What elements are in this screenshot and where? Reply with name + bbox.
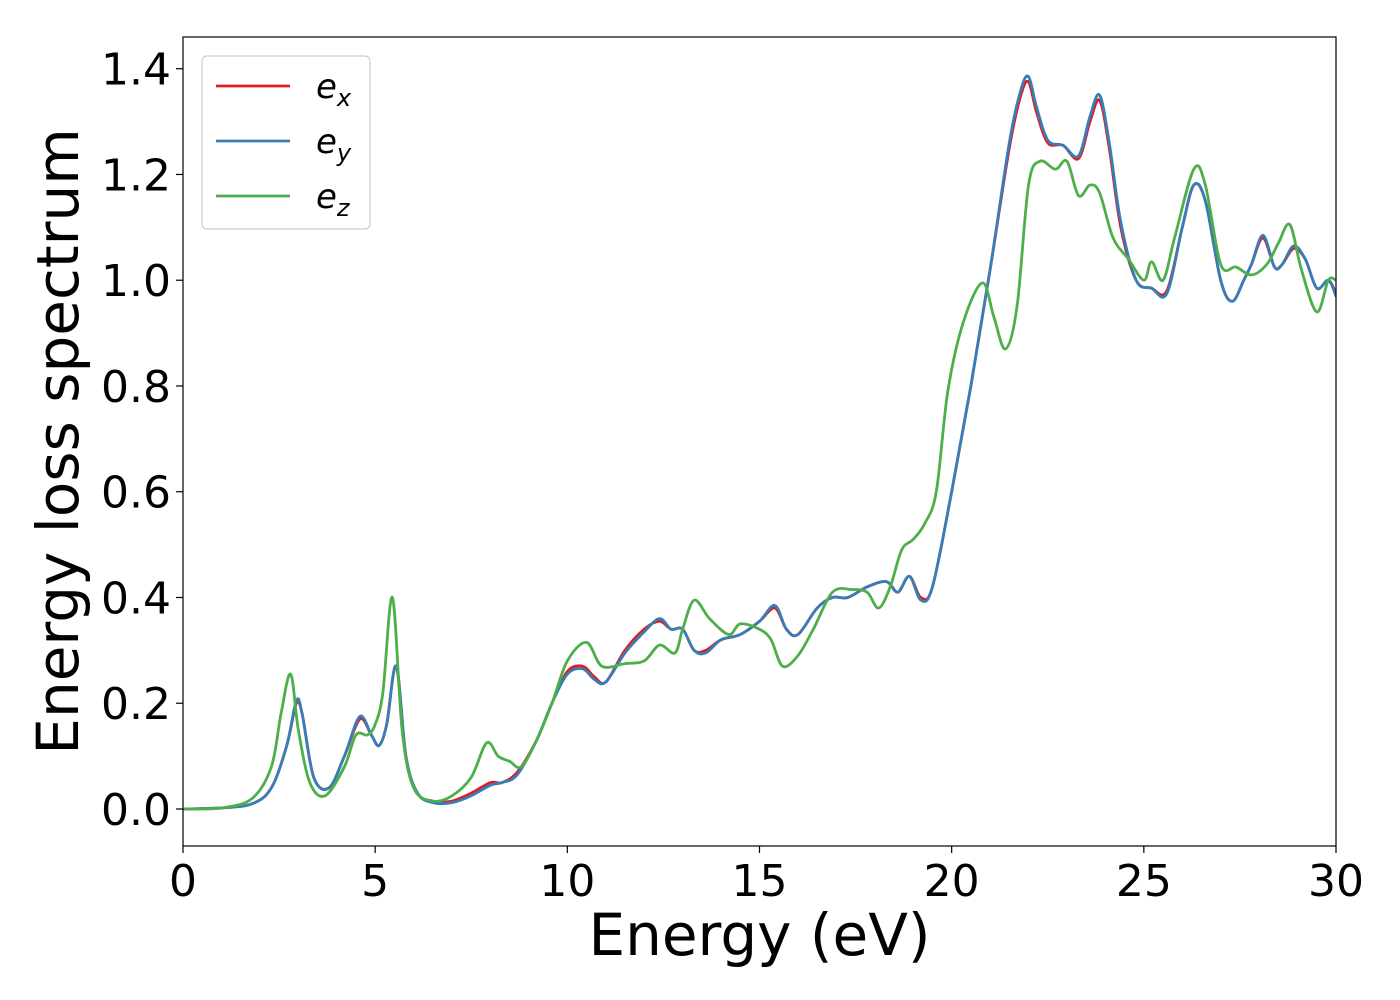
y-tick-label: 0.8 [101,362,171,413]
series-layer [183,74,1336,811]
y-tick-label: 1.4 [101,45,171,96]
x-axis-label: Energy (eV) [588,901,930,969]
x-tick-label: 30 [1308,856,1364,907]
legend-box [201,55,371,230]
y-tick-label: 1.0 [101,256,171,307]
y-axis-label: Energy loss spectrum [24,128,92,754]
x-tick-label: 25 [1116,856,1172,907]
y-tick-label: 0.2 [101,679,171,730]
series-line-ey [183,74,1336,811]
y-tick-label: 0.6 [101,468,171,519]
x-tick-label: 15 [732,856,788,907]
y-tick-label: 0.4 [101,573,171,624]
y-tick-label: 0.0 [101,785,171,836]
x-tick-label: 20 [924,856,980,907]
x-tick-label: 0 [169,856,197,907]
y-axis-ticks: 0.0 0.2 0.4 0.6 0.8 1.0 1.2 1.4 [101,45,183,836]
x-tick-label: 10 [539,856,595,907]
x-axis-ticks: 0 5 10 15 20 25 30 [169,846,1364,907]
series-line-ez [183,158,1336,811]
y-tick-label: 1.2 [101,150,171,201]
x-tick-label: 5 [361,856,389,907]
